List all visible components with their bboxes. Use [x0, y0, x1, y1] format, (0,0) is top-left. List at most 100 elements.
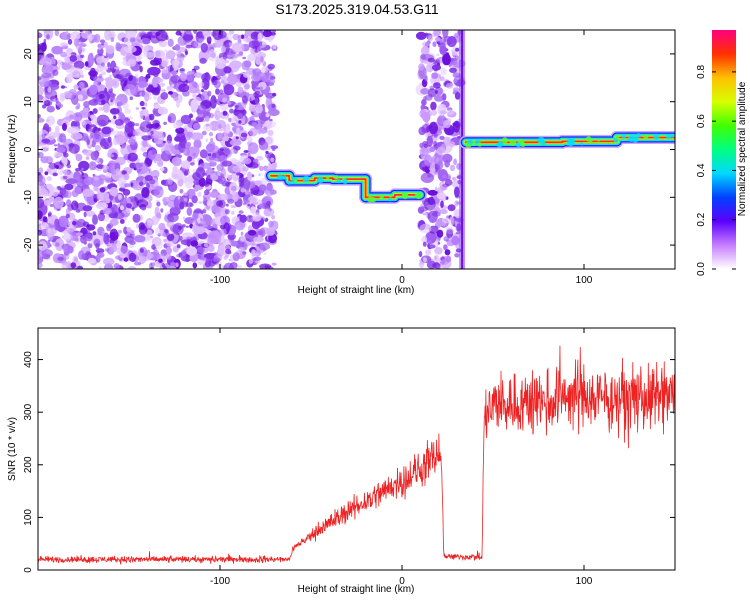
noise-speck — [70, 200, 79, 211]
noise-speck — [112, 211, 125, 220]
noise-speck — [195, 115, 204, 123]
noise-speck — [251, 121, 258, 127]
noise-speck — [52, 69, 59, 76]
noise-speck — [435, 37, 441, 42]
noise-speck — [190, 162, 195, 166]
noise-speck — [431, 72, 439, 79]
noise-speck — [129, 37, 136, 43]
noise-speck — [41, 222, 49, 228]
noise-speck — [440, 67, 447, 76]
noise-speck — [419, 142, 424, 148]
noise-speck — [421, 99, 427, 106]
noise-speck — [439, 45, 447, 55]
noise-speck — [242, 56, 247, 60]
noise-speck — [248, 259, 254, 264]
x-tick-label: 100 — [576, 275, 593, 286]
noise-speck — [126, 203, 132, 209]
noise-speck — [85, 229, 91, 234]
noise-speck — [211, 79, 218, 86]
noise-speck — [81, 253, 87, 261]
noise-speck — [240, 236, 246, 241]
colorbar-tick-label: 0.8 — [696, 64, 707, 78]
noise-speck — [84, 210, 96, 217]
noise-speck — [204, 257, 212, 268]
noise-speck — [454, 186, 460, 198]
noise-speck — [238, 120, 242, 124]
noise-speck — [437, 169, 449, 182]
noise-speck — [58, 215, 69, 228]
noise-speck — [262, 30, 272, 38]
noise-speck — [444, 159, 450, 168]
noise-speck — [101, 71, 106, 76]
y-tick-label: -20 — [23, 237, 34, 252]
noise-speck — [43, 41, 46, 46]
noise-speck — [243, 150, 249, 153]
noise-speck — [139, 100, 145, 107]
noise-speck — [181, 232, 194, 240]
noise-speck — [433, 171, 438, 175]
noise-speck — [263, 209, 271, 217]
noise-speck — [223, 262, 234, 269]
noise-speck — [196, 246, 209, 254]
noise-speck — [272, 92, 277, 97]
noise-speck — [98, 106, 105, 111]
noise-speck — [146, 182, 151, 190]
noise-speck — [120, 205, 124, 211]
noise-speck — [42, 216, 48, 223]
noise-speck — [232, 252, 240, 262]
noise-speck — [198, 177, 206, 187]
noise-speck — [208, 49, 217, 62]
noise-speck — [67, 38, 73, 45]
noise-speck — [115, 42, 122, 52]
noise-speck — [132, 131, 139, 136]
noise-speck — [103, 103, 110, 110]
noise-speck — [183, 30, 193, 43]
noise-speck — [141, 107, 146, 110]
noise-speck — [61, 169, 70, 175]
noise-speck — [93, 198, 97, 203]
noise-speck — [180, 250, 187, 261]
noise-speck — [216, 200, 224, 207]
noise-speck — [239, 51, 244, 55]
noise-speck — [124, 108, 131, 114]
noise-speck — [160, 92, 169, 100]
trace-speck — [336, 179, 341, 184]
trace-speck — [497, 141, 504, 147]
noise-speck — [431, 109, 437, 116]
noise-speck — [174, 44, 181, 51]
noise-speck — [244, 83, 251, 90]
y-tick-label: 400 — [23, 351, 34, 368]
noise-speck — [446, 109, 455, 116]
noise-speck — [106, 224, 112, 232]
noise-speck — [203, 252, 217, 260]
noise-speck — [216, 164, 224, 172]
noise-speck — [253, 252, 259, 256]
noise-speck — [61, 31, 68, 40]
noise-speck — [94, 144, 101, 152]
noise-speck — [96, 164, 105, 170]
noise-speck — [227, 102, 232, 106]
noise-speck — [151, 148, 156, 155]
noise-speck — [246, 214, 254, 223]
snr-x-label: Height of straight line (km) — [298, 584, 415, 595]
noise-speck — [147, 66, 161, 76]
noise-speck — [255, 155, 264, 161]
noise-speck — [156, 201, 161, 207]
trace-speck — [287, 180, 292, 185]
noise-speck — [46, 105, 55, 113]
noise-speck — [167, 153, 172, 160]
noise-speck — [160, 208, 164, 213]
snr-y-label: SNR (10 * v/v) — [7, 417, 18, 481]
noise-speck — [419, 82, 423, 86]
noise-speck — [44, 133, 47, 136]
y-tick-label: 0 — [23, 567, 34, 573]
noise-speck — [259, 263, 272, 269]
trace-speck — [388, 197, 392, 202]
noise-speck — [422, 257, 427, 263]
noise-speck — [97, 191, 110, 201]
noise-speck — [222, 110, 228, 116]
noise-speck — [238, 210, 244, 214]
colorbar: 0.0 0.2 0.4 0.6 0.8 Normalized spectral ampl… — [696, 30, 748, 276]
noise-speck — [38, 185, 46, 196]
noise-speck — [227, 73, 238, 85]
